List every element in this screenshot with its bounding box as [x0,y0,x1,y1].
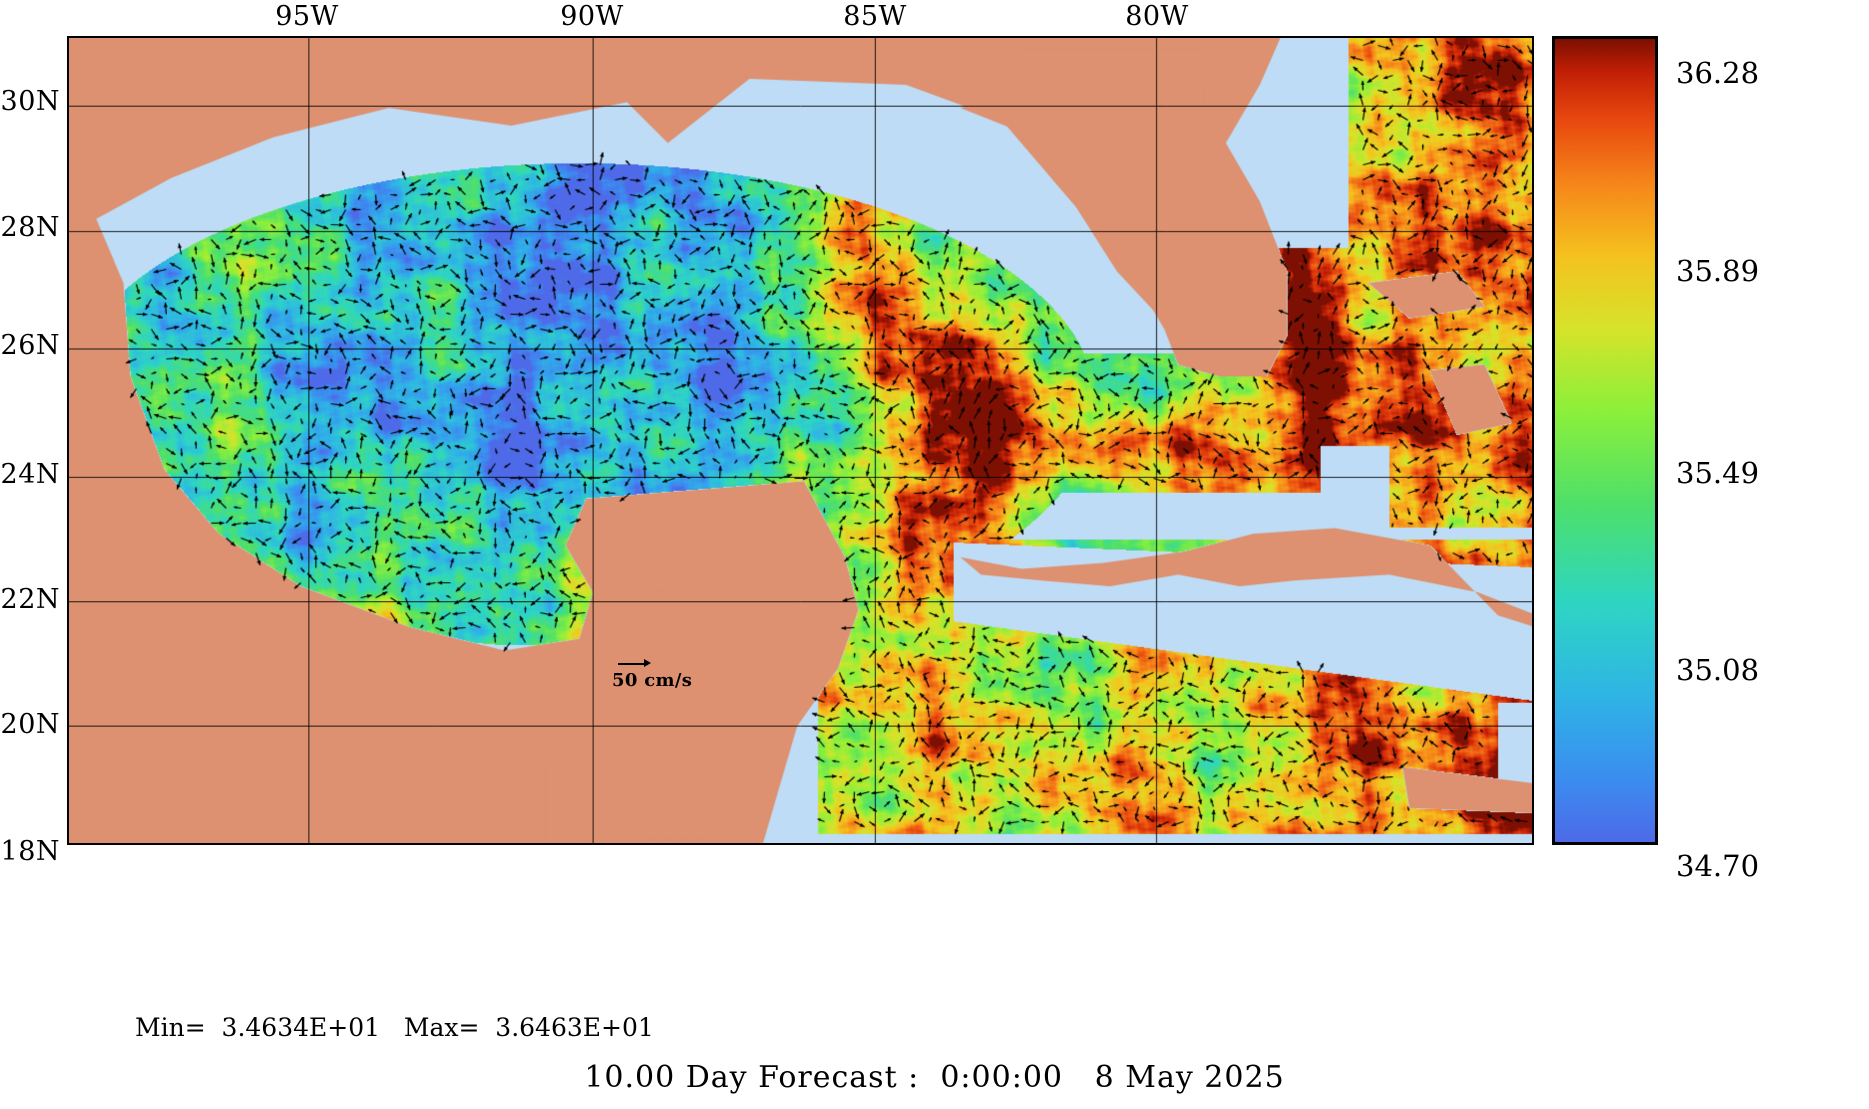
lat-tick-18n: 18N [0,836,60,867]
min-max-annotation: Min= 3.4634E+01 Max= 3.6463E+01 [135,1013,654,1042]
lat-tick-22n: 22N [0,584,60,615]
forecast-title: 10.00 Day Forecast : 0:00:00 8 May 2025 [584,1060,1285,1095]
colorbar-tick-36-28: 36.28 [1676,56,1760,90]
colorbar-tick-35-89: 35.89 [1676,254,1760,288]
lat-tick-24n: 24N [0,459,60,490]
salinity-colorbar [1552,36,1658,845]
lat-tick-30n: 30N [0,86,60,117]
lat-tick-26n: 26N [0,330,60,361]
velocity-arrow-icon [612,656,732,670]
lon-tick-80w: 80W [1125,1,1189,32]
lon-tick-85w: 85W [843,1,907,32]
salinity-current-field [69,38,1532,843]
lat-tick-20n: 20N [0,709,60,740]
lon-tick-95w: 95W [275,1,339,32]
map-plot-area[interactable]: 50 cm/s [67,36,1534,845]
colorbar-tick-34-70: 34.70 [1676,849,1760,883]
lon-tick-90w: 90W [560,1,624,32]
colorbar-container [1552,36,1658,845]
colorbar-tick-35-08: 35.08 [1676,653,1760,687]
velocity-scale-label: 50 cm/s [612,670,693,691]
colorbar-tick-35-49: 35.49 [1676,456,1760,490]
velocity-scale-key: 50 cm/s [612,656,732,691]
lat-tick-28n: 28N [0,212,60,243]
